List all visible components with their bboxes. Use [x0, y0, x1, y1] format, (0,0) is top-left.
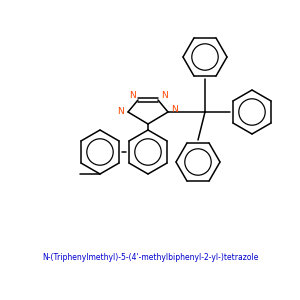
Text: N: N	[129, 92, 135, 100]
Text: N-(Triphenylmethyl)-5-(4'-methylbiphenyl-2-yl-)tetrazole: N-(Triphenylmethyl)-5-(4'-methylbiphenyl…	[42, 254, 258, 262]
Text: N: N	[160, 92, 167, 100]
Text: N: N	[171, 106, 177, 115]
Text: N: N	[117, 107, 123, 116]
